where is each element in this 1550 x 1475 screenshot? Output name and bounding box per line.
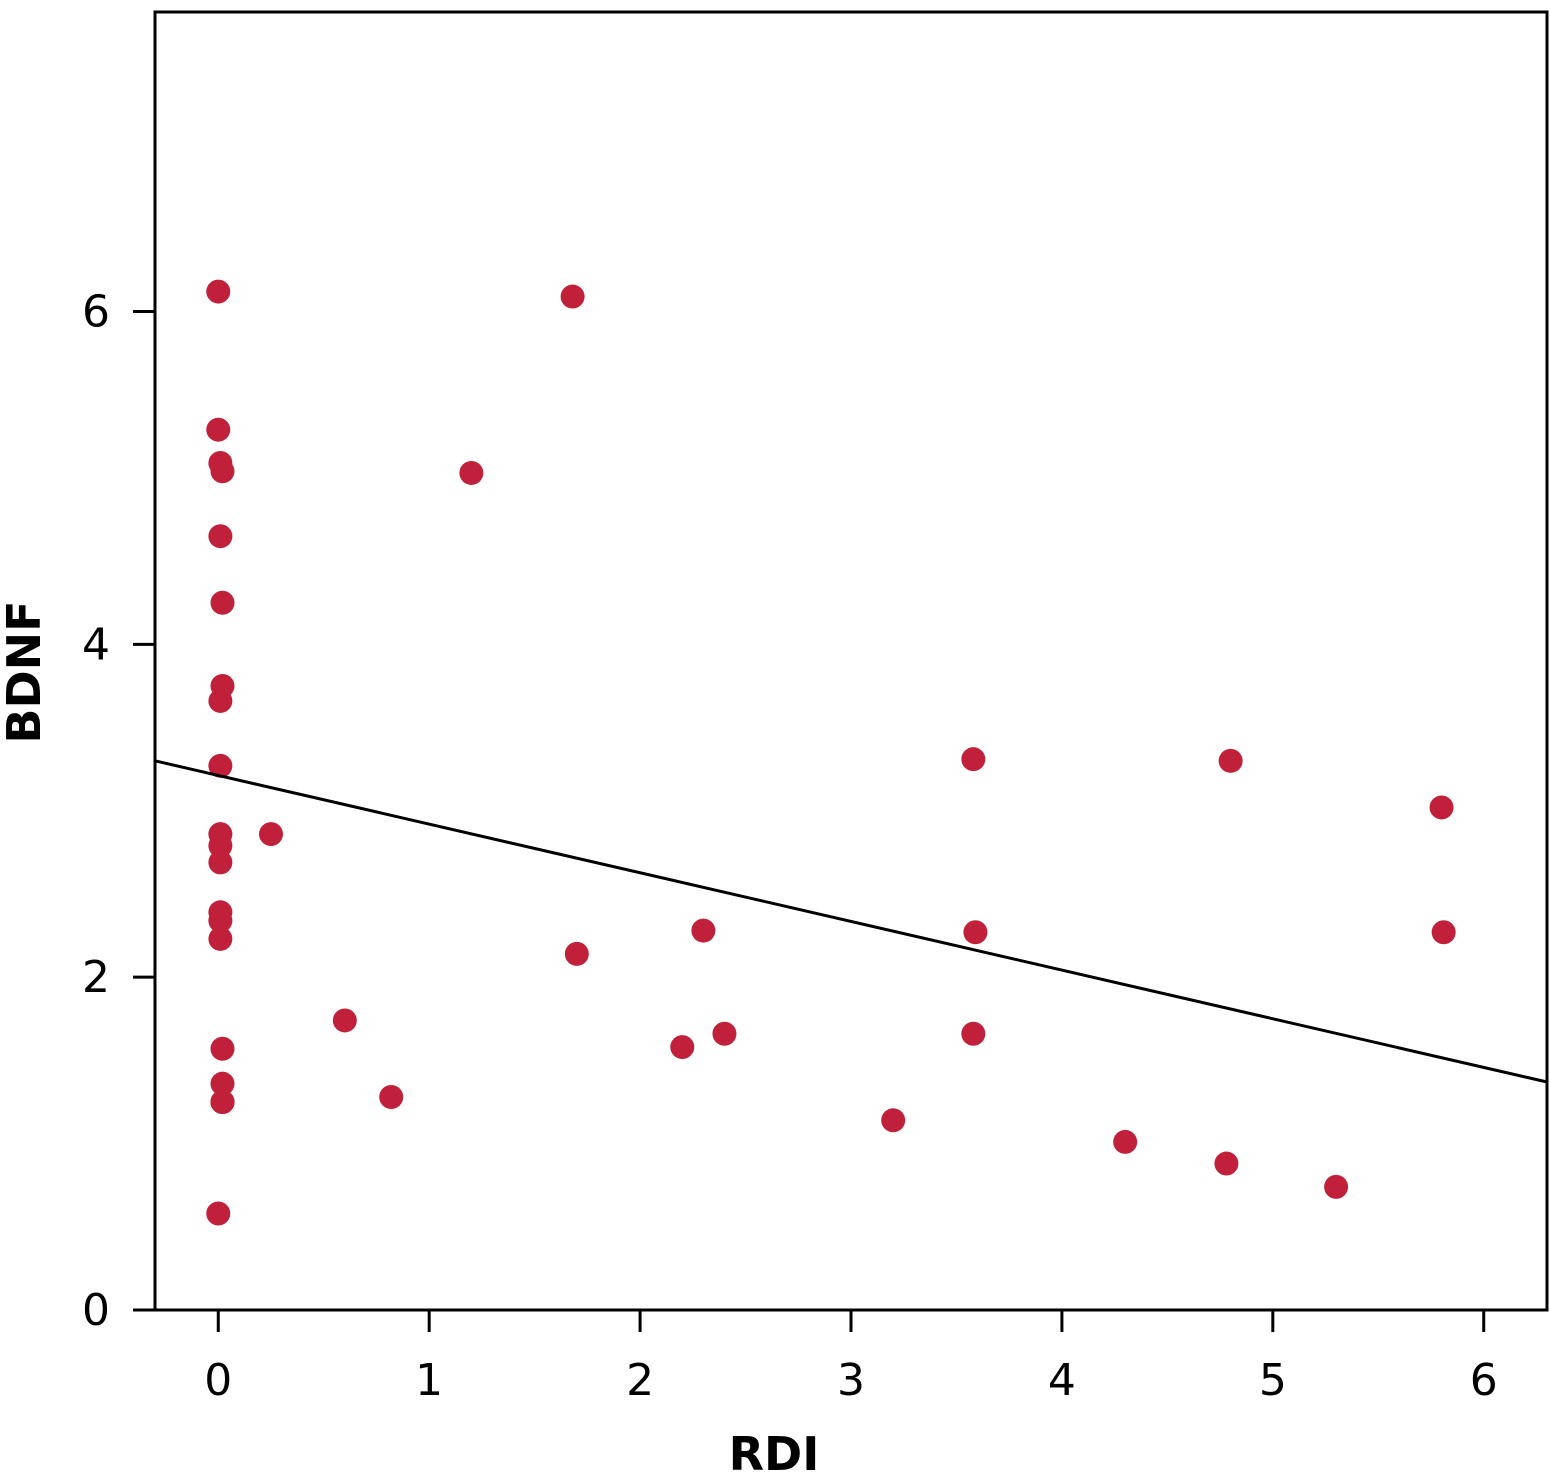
x-tick-label: 0 (204, 1355, 232, 1406)
x-tick-label: 4 (1048, 1355, 1076, 1406)
data-point (1113, 1129, 1138, 1154)
data-point (691, 918, 716, 943)
data-point (1431, 920, 1456, 945)
data-point (208, 850, 233, 875)
y-axis-title: BDNF (0, 600, 51, 743)
x-axis-title: RDI (729, 1427, 820, 1475)
data-point (210, 590, 235, 615)
data-point (210, 459, 235, 484)
data-point (961, 747, 986, 772)
data-point (881, 1108, 906, 1133)
data-point (206, 279, 231, 304)
data-point (1429, 795, 1454, 820)
data-point (712, 1021, 737, 1046)
data-point (206, 1201, 231, 1226)
data-point (1324, 1174, 1349, 1199)
data-point (560, 284, 585, 309)
y-axis: 0 2 4 6 (82, 287, 155, 1336)
data-point (208, 908, 233, 933)
y-tick-label: 2 (82, 952, 110, 1003)
data-point (259, 822, 283, 847)
data-point (670, 1035, 695, 1060)
data-point (1218, 748, 1243, 773)
data-point (332, 1008, 357, 1033)
data-point (963, 920, 988, 945)
x-tick-label: 3 (837, 1355, 865, 1406)
y-tick-label: 4 (82, 619, 110, 670)
data-point (1214, 1151, 1239, 1176)
data-point (564, 941, 589, 966)
data-point (210, 1071, 235, 1096)
data-point (459, 460, 484, 485)
data-point (206, 417, 231, 442)
data-point (208, 688, 233, 713)
data-point (379, 1084, 404, 1109)
data-point (210, 1089, 235, 1114)
x-tick-label: 2 (626, 1355, 654, 1406)
data-point (208, 833, 233, 858)
data-points (206, 279, 1456, 1226)
y-tick-label: 0 (82, 1285, 110, 1336)
plot-frame (153, 10, 1549, 1312)
x-tick-label: 5 (1259, 1355, 1287, 1406)
x-tick-label: 1 (415, 1355, 443, 1406)
x-tick-label: 6 (1470, 1355, 1498, 1406)
data-point (208, 753, 233, 778)
data-point (961, 1021, 986, 1046)
data-point (210, 1036, 235, 1061)
x-axis: 0 1 2 3 4 5 6 (204, 1310, 1498, 1406)
data-point (208, 524, 233, 549)
y-tick-label: 6 (82, 287, 110, 338)
regression-line (154, 759, 1548, 1084)
data-point (208, 926, 233, 951)
